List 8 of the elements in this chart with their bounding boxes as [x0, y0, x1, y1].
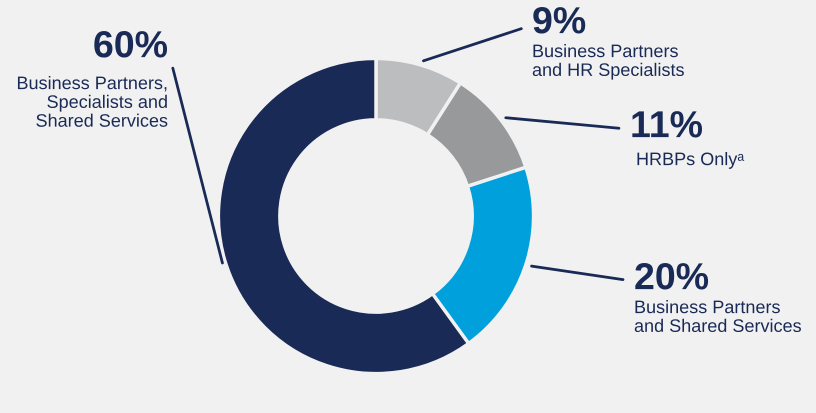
slice-label: Business Partners, Specialists and Shared Services — [18, 76, 168, 127]
data-label: 11% — [632, 111, 702, 138]
slice-label: Business Partners and Shared Services — [634, 300, 801, 332]
slice-label: Business Partners and HR Specialists — [532, 44, 684, 80]
slice-label: HRBPs Onlyᵃ — [637, 152, 744, 169]
data-label: 20% — [635, 262, 708, 290]
data-label: 60% — [94, 30, 168, 58]
data-label: 9% — [533, 6, 586, 34]
